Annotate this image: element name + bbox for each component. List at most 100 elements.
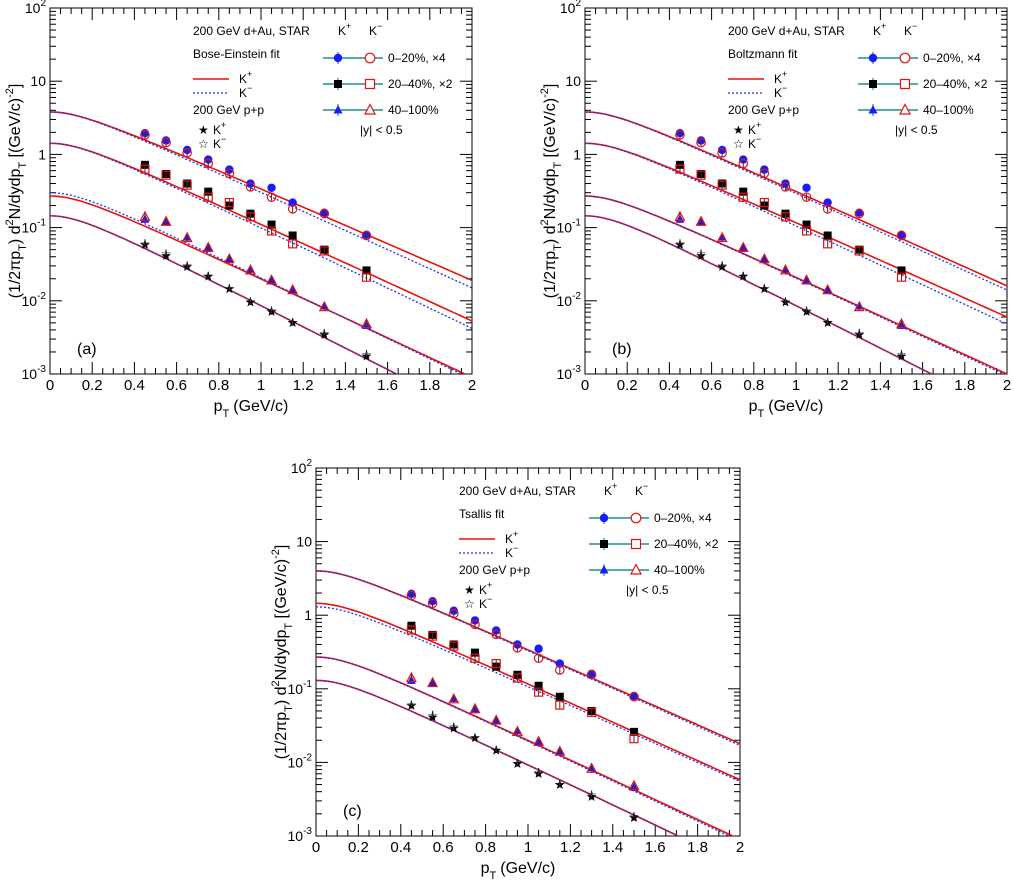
data-point-open-triangle bbox=[758, 252, 770, 264]
data-point-open-triangle bbox=[202, 241, 214, 252]
data-point-open-square bbox=[801, 226, 812, 236]
data-point-circle bbox=[267, 183, 276, 192]
data-point-square bbox=[555, 692, 564, 701]
data-point-open-triangle bbox=[554, 745, 566, 756]
data-point-open-star: ☆ bbox=[801, 304, 812, 318]
data-point-open-square bbox=[449, 641, 459, 651]
data-point-open-triangle bbox=[427, 676, 439, 688]
x-tick-label: 1.8 bbox=[954, 377, 975, 394]
data-point-open-circle bbox=[470, 619, 480, 630]
y-tick-label: 10-3 bbox=[557, 364, 582, 382]
x-tick-label: 0.6 bbox=[701, 377, 722, 394]
data-point-open-star: ☆ bbox=[245, 295, 256, 309]
data-point-open-star: ☆ bbox=[140, 237, 151, 251]
data-point-open-square bbox=[759, 197, 769, 208]
data-markers: ★★★★★★★★★★☆☆☆☆☆☆☆☆☆☆ bbox=[406, 589, 640, 825]
legend-triangle-icon bbox=[333, 105, 343, 114]
x-tick-label: 1.6 bbox=[912, 377, 933, 394]
data-point-open-triangle bbox=[244, 264, 256, 275]
legend-kminus-header: K− bbox=[904, 21, 917, 38]
legend-star-icon: ★ bbox=[464, 583, 475, 597]
data-point-square bbox=[739, 187, 748, 196]
x-tick-label: 1 bbox=[257, 377, 265, 394]
legend-kminus-header: K− bbox=[369, 21, 382, 38]
data-point-open-circle bbox=[491, 629, 501, 640]
data-point-open-circle bbox=[675, 130, 685, 140]
data-point-open-star: ☆ bbox=[287, 316, 298, 330]
data-point-open-circle bbox=[780, 182, 791, 192]
data-point-open-circle bbox=[224, 168, 235, 179]
legend-open-square-icon bbox=[899, 78, 911, 90]
legend-square-icon bbox=[334, 80, 342, 88]
x-tick-label: 0.8 bbox=[475, 839, 496, 856]
data-point-open-triangle bbox=[716, 231, 728, 243]
x-tick-label: 0.8 bbox=[743, 377, 764, 394]
data-point-open-square bbox=[896, 272, 907, 282]
data-point-open-triangle bbox=[737, 241, 749, 252]
x-tick-label: 0.2 bbox=[617, 377, 638, 394]
data-point-open-triangle bbox=[779, 264, 791, 275]
legend: 200 GeV d+Au, STAR K+ K−Bose-Einstein fitK… bbox=[193, 21, 453, 151]
legend-fit-name: Bose-Einstein fit bbox=[193, 47, 280, 61]
y-tick-label: 102 bbox=[560, 0, 582, 16]
data-point-open-star: ☆ bbox=[266, 304, 277, 318]
data-point-open-square bbox=[491, 658, 501, 669]
data-point-open-circle bbox=[182, 148, 192, 158]
data-point-open-circle bbox=[717, 148, 727, 158]
legend-centrality-label: 40–100% bbox=[654, 563, 705, 577]
fit-curve-kminus bbox=[50, 192, 463, 374]
data-point-open-triangle bbox=[853, 300, 865, 312]
data-point-square bbox=[802, 220, 811, 229]
data-point-open-circle bbox=[161, 137, 171, 148]
fit-curves bbox=[585, 111, 1007, 374]
data-point-circle bbox=[534, 644, 543, 653]
data-point-open-square bbox=[738, 192, 748, 202]
data-point-open-circle bbox=[629, 691, 639, 702]
data-point-open-triangle bbox=[160, 215, 172, 226]
data-point-square bbox=[897, 266, 906, 275]
data-point-open-star: ☆ bbox=[182, 259, 193, 273]
data-point-open-circle bbox=[140, 130, 150, 140]
data-point-open-square bbox=[203, 192, 213, 202]
data-point-open-circle bbox=[512, 643, 523, 653]
x-tick-label: 0 bbox=[46, 377, 54, 394]
fit-curve-kminus bbox=[316, 570, 740, 746]
fit-curve-kplus bbox=[585, 142, 1007, 318]
x-tick-label: 1 bbox=[792, 377, 800, 394]
data-point-open-star: ☆ bbox=[361, 348, 372, 362]
data-point-open-star: ☆ bbox=[512, 756, 523, 770]
data-point-open-triangle bbox=[318, 300, 330, 312]
legend-pp-kminus: K− bbox=[748, 134, 761, 151]
data-point-open-circle bbox=[203, 158, 214, 169]
data-point-open-triangle bbox=[896, 317, 907, 329]
panel-label: (b) bbox=[612, 341, 632, 358]
data-point-open-square bbox=[823, 239, 833, 249]
y-tick-label: 1 bbox=[304, 607, 312, 623]
y-axis-label: (1/2πpT) d2N/dydpT [(GeV/c)-2] bbox=[539, 84, 564, 299]
data-point-open-circle bbox=[533, 653, 544, 664]
legend-rapidity: |y| < 0.5 bbox=[895, 123, 938, 137]
x-tick-label: 0.4 bbox=[659, 377, 680, 394]
legend-kplus-line-label: K+ bbox=[239, 69, 252, 86]
fit-curve-kminus bbox=[585, 195, 1006, 374]
data-point-square bbox=[204, 187, 213, 196]
x-tick-label: 2 bbox=[1003, 377, 1011, 394]
y-tick-label: 1 bbox=[38, 146, 46, 162]
legend-open-square-icon bbox=[630, 538, 642, 550]
x-tick-label: 1.4 bbox=[335, 377, 356, 394]
legend-centrality-label: 20–40%, ×2 bbox=[923, 77, 988, 91]
data-point-open-triangle bbox=[490, 714, 502, 725]
x-tick-label: 2 bbox=[468, 377, 476, 394]
x-tick-label: 2 bbox=[736, 839, 744, 856]
data-point-open-star: ☆ bbox=[554, 777, 565, 791]
y-tick-label: 10-2 bbox=[557, 291, 582, 309]
legend-pp: 200 GeV p+p bbox=[193, 103, 264, 117]
data-point-open-triangle bbox=[695, 215, 707, 226]
data-point-open-triangle bbox=[266, 274, 278, 285]
legend-kminus-line-label: K− bbox=[239, 83, 252, 100]
data-point-open-square bbox=[161, 170, 171, 180]
data-point-open-star: ☆ bbox=[161, 247, 172, 261]
fit-curves bbox=[50, 111, 472, 374]
data-point-open-square bbox=[717, 180, 727, 190]
data-point-open-circle bbox=[245, 182, 256, 192]
